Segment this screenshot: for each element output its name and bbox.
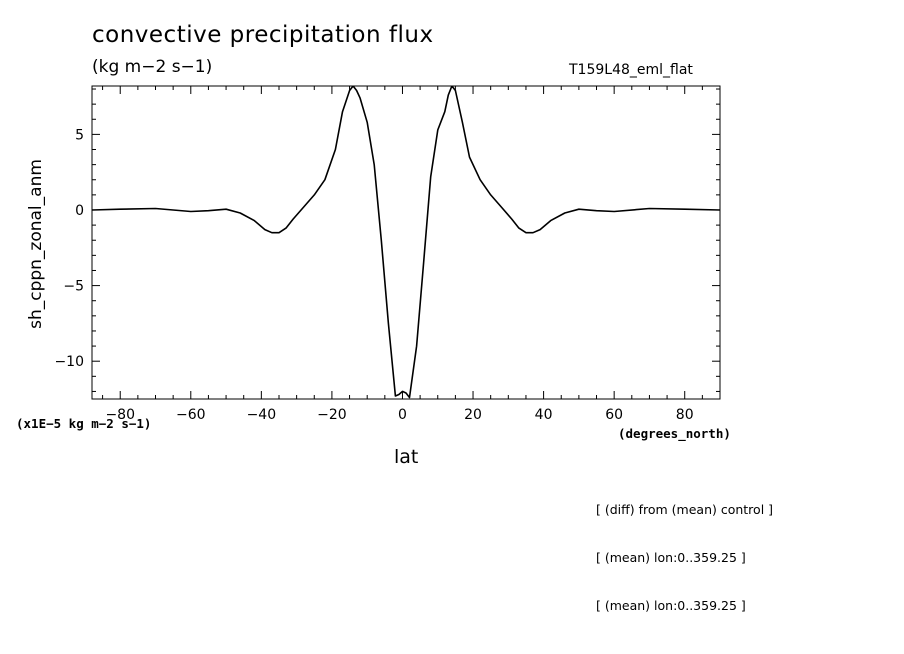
y-tick-label: −5 — [63, 279, 84, 295]
y-axis-ticks — [92, 88, 720, 392]
x-tick-label: −40 — [247, 407, 277, 423]
x-tick-label: 60 — [605, 407, 623, 423]
plot-frame — [91, 85, 721, 400]
x-units-label: (degrees_north) — [618, 426, 731, 441]
x-tick-label: 20 — [464, 407, 482, 423]
x-tick-label: −20 — [317, 407, 347, 423]
x-tick-labels: −80 −60 −40 −20 0 20 40 60 80 — [105, 407, 693, 423]
annotation-block: [ (diff) from (mean) control ] [ (mean) … — [596, 470, 773, 646]
x-tick-label: 80 — [676, 407, 694, 423]
annotation-line: [ (diff) from (mean) control ] — [596, 502, 774, 517]
chart-units: (kg m−2 s−1) — [92, 57, 213, 77]
chart-title: convective precipitation flux — [92, 22, 434, 48]
y-tick-label: −10 — [54, 354, 84, 370]
x-tick-label: −80 — [105, 407, 135, 423]
annotation-line: [ (mean) lon:0..359.25 ] — [596, 598, 746, 613]
y-tick-label: 5 — [75, 127, 84, 143]
y-tick-labels: −10 −5 0 5 — [54, 127, 84, 370]
annotation-line: [ (mean) lon:0..359.25 ] — [596, 550, 746, 565]
y-scale-label: (x1E−5 kg m−2 s−1) — [16, 416, 152, 431]
x-axis-ticks — [102, 86, 721, 399]
x-axis-label: lat — [394, 446, 419, 468]
x-tick-label: 0 — [398, 407, 407, 423]
y-tick-label: 0 — [75, 203, 84, 219]
x-tick-label: 40 — [535, 407, 553, 423]
series-group — [92, 86, 720, 399]
run-label: T159L48_eml_flat — [569, 62, 693, 78]
y-axis-label: sh_cppn_zonal_anm — [26, 159, 46, 329]
series-line — [92, 86, 720, 399]
x-tick-label: −60 — [176, 407, 206, 423]
